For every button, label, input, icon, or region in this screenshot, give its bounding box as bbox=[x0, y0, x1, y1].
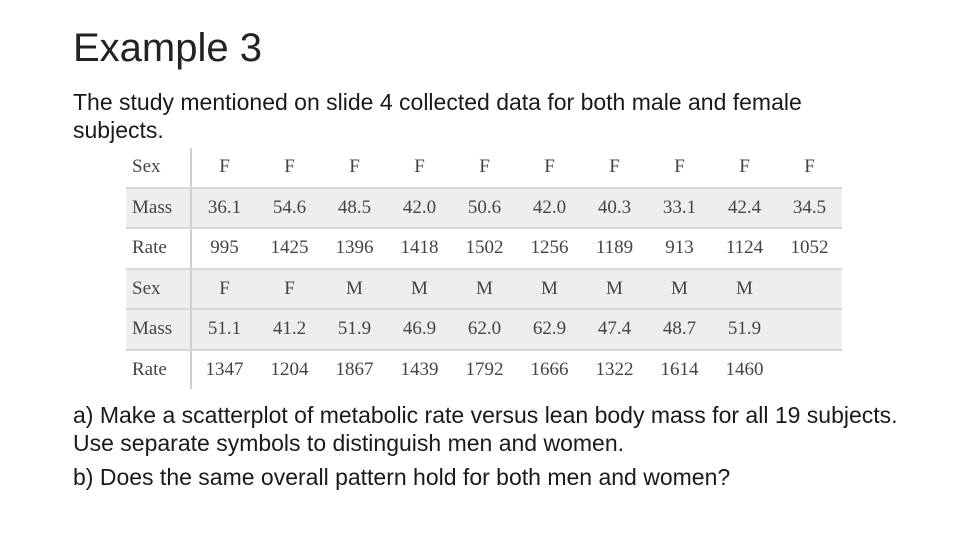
table-cell: 1666 bbox=[530, 358, 569, 380]
row-label: Sex bbox=[126, 148, 192, 189]
table-cell: 1418 bbox=[387, 228, 452, 270]
table-cell: 1052 bbox=[777, 228, 842, 270]
table-row: Rate 1347 1204 1867 1439 1792 1666 1322 1614 1460 bbox=[126, 349, 842, 390]
table-cell bbox=[777, 268, 842, 310]
table-cell: 1502 bbox=[452, 228, 517, 270]
table-row: Mass 51.1 41.2 51.9 46.9 62.0 62.9 47.4 48.7 51.9 bbox=[126, 309, 842, 351]
table-cell: 995 bbox=[191, 228, 257, 270]
data-table: Sex F F F F F F F F F F Mass 36.1 54.6 48.5 42.0 50.6 42.… bbox=[126, 148, 842, 389]
slide-title: Example 3 bbox=[73, 26, 262, 70]
intro-text: The study mentioned on slide 4 collected… bbox=[73, 89, 802, 143]
table-cell: 51.9 bbox=[322, 309, 387, 351]
table-cell bbox=[777, 350, 842, 390]
table-cell: F bbox=[191, 148, 257, 189]
table-cell: 1439 bbox=[400, 358, 439, 380]
table-row: Sex F F M M M M M M M bbox=[126, 268, 842, 310]
table-cell: M bbox=[452, 268, 517, 310]
table-cell: 1204 bbox=[270, 358, 309, 380]
table-cell: 48.5 bbox=[322, 187, 387, 229]
table-cell: M bbox=[322, 268, 387, 310]
table-cell: 47.4 bbox=[582, 309, 647, 351]
table-cell: F bbox=[257, 148, 322, 189]
table-cell: 1189 bbox=[582, 228, 647, 270]
table-cell: 36.1 bbox=[191, 187, 257, 229]
table-cell: 1347 bbox=[205, 358, 244, 380]
table-cell: 1425 bbox=[257, 228, 322, 270]
table-cell bbox=[777, 309, 842, 351]
table-cell: 1792 bbox=[465, 358, 504, 380]
table-cell: 913 bbox=[647, 228, 712, 270]
row-label: Rate bbox=[126, 349, 192, 389]
table-cell: F bbox=[257, 268, 322, 310]
row-label: Sex bbox=[126, 268, 192, 310]
table-cell: 1124 bbox=[712, 228, 777, 270]
table-cell: 51.9 bbox=[712, 309, 777, 351]
table-cell: 1322 bbox=[595, 358, 634, 380]
table-cell: M bbox=[647, 268, 712, 310]
table-cell: 1867 bbox=[335, 358, 374, 380]
table-cell: F bbox=[647, 148, 712, 189]
table-cell: M bbox=[582, 268, 647, 310]
table-cell: 62.0 bbox=[452, 309, 517, 351]
table-cell: F bbox=[452, 148, 517, 189]
question-a: a) Make a scatterplot of metabolic rate … bbox=[73, 402, 898, 456]
table-cell: F bbox=[191, 268, 257, 310]
table-cell: 48.7 bbox=[647, 309, 712, 351]
table-cell: M bbox=[517, 268, 582, 310]
table-cell: 41.2 bbox=[257, 309, 322, 351]
table-cell: 33.1 bbox=[647, 187, 712, 229]
table-cell: 1614 bbox=[660, 358, 699, 380]
table-cell: 34.5 bbox=[777, 187, 842, 229]
table-cell: M bbox=[712, 268, 777, 310]
table-cell: F bbox=[712, 148, 777, 189]
table-cell: M bbox=[387, 268, 452, 310]
table-cell: F bbox=[322, 148, 387, 189]
table-row: Rate 995 1425 1396 1418 1502 1256 1189 913 1124 10… bbox=[126, 228, 842, 270]
table-row: Mass 36.1 54.6 48.5 42.0 50.6 42.0 40.3 33.1 42.4… bbox=[126, 187, 842, 229]
table-cell: 42.0 bbox=[517, 187, 582, 229]
table-cell: F bbox=[517, 148, 582, 189]
table-row: Sex F F F F F F F F F F bbox=[126, 148, 842, 189]
questions: a) Make a scatterplot of metabolic rate … bbox=[73, 401, 903, 497]
table-cell: 46.9 bbox=[387, 309, 452, 351]
table-cell: 62.9 bbox=[517, 309, 582, 351]
table-cell: 54.6 bbox=[257, 187, 322, 229]
table-cell: 50.6 bbox=[452, 187, 517, 229]
question-b: b) Does the same overall pattern hold fo… bbox=[73, 464, 731, 490]
table-cell: F bbox=[777, 148, 842, 189]
table-cell: F bbox=[387, 148, 452, 189]
table-cell: 42.4 bbox=[712, 187, 777, 229]
row-label: Mass bbox=[126, 187, 192, 229]
table-cell: F bbox=[582, 148, 647, 189]
table-cell: 1396 bbox=[322, 228, 387, 270]
table-body: Sex F F F F F F F F F F Mass 36.1 54.6 48.5 42.0 50.6 42.… bbox=[126, 148, 842, 389]
table-cell: 40.3 bbox=[582, 187, 647, 229]
table-cell: 1460 bbox=[725, 358, 764, 380]
table-cell: 51.1 bbox=[191, 309, 257, 351]
row-label: Rate bbox=[126, 228, 192, 270]
table-cell: 1256 bbox=[517, 228, 582, 270]
row-label: Mass bbox=[126, 309, 192, 351]
table-cell: 42.0 bbox=[387, 187, 452, 229]
